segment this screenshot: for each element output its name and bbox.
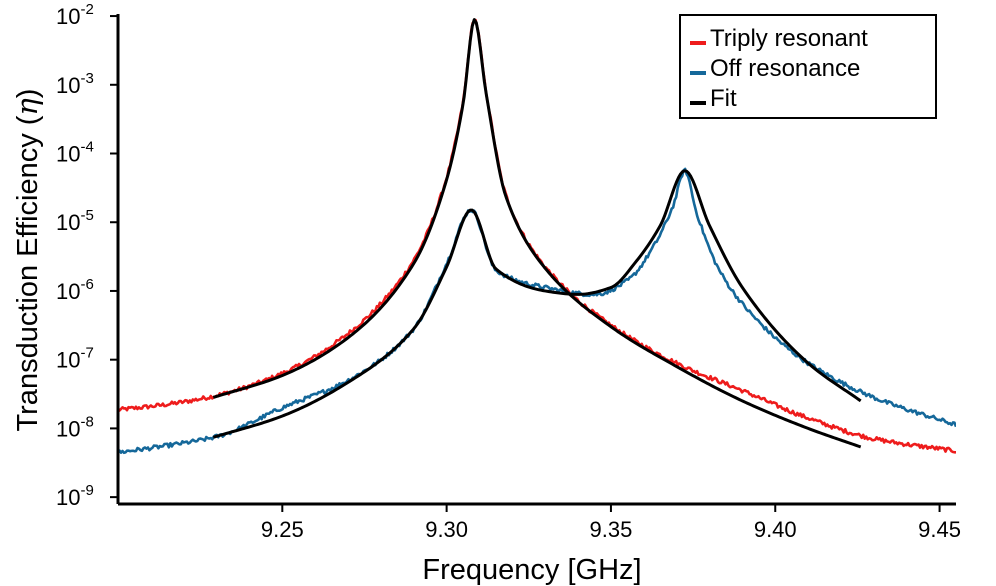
legend-label-fit: Fit [710,85,737,112]
series-layer [118,18,956,455]
legend-box [679,14,937,119]
y-tick-base: 10 [56,210,80,235]
y-tick-base: 10 [56,279,80,304]
legend-label-off-resonance: Off resonance [710,55,860,82]
x-tick-label: 9.25 [261,517,304,542]
x-tick-label: 9.40 [754,517,797,542]
y-tick-base: 10 [56,416,80,441]
y-axis-title: Transduction Efficiency (η) [10,89,44,432]
y-tick-exponent: -4 [80,139,93,156]
x-tick-label: 9.30 [425,517,468,542]
y-tick-label: 10-7 [56,345,94,373]
y-tick-label: 10-2 [56,1,94,29]
x-tick-label: 9.35 [590,517,633,542]
y-tick-exponent: -5 [80,207,93,224]
y-tick-exponent: -3 [80,70,93,87]
y-tick-exponent: -7 [80,345,93,362]
y-tick-exponent: -2 [80,1,93,18]
y-tick-base: 10 [56,485,80,510]
y-tick-base: 10 [56,142,80,167]
legend: Triply resonant Off resonance Fit [679,14,937,119]
y-ticks: 10-210-310-410-510-610-710-810-9 [56,1,118,510]
legend-entry-off-resonance: Off resonance [690,55,860,82]
y-tick-exponent: -8 [80,413,93,430]
eta-symbol: η [10,98,44,116]
y-tick-label: 10-4 [56,139,94,167]
y-axis-title-text: Transduction Efficiency ( [12,115,44,431]
y-tick-label: 10-5 [56,207,94,235]
y-tick-label: 10-8 [56,413,94,441]
y-tick-base: 10 [56,348,80,373]
y-tick-exponent: -6 [80,276,93,293]
series-line-off-resonance [118,167,956,455]
series-line-triply-resonant [118,18,956,454]
series-line-fit-off-resonance [212,169,862,439]
x-axis-title: Frequency [GHz] [422,554,641,586]
legend-entry-triply-resonant: Triply resonant [690,25,868,52]
y-tick-label: 10-6 [56,276,94,304]
y-tick-exponent: -9 [80,482,93,499]
x-tick-label: 9.45 [918,517,961,542]
y-axis-title-close: ) [12,89,44,99]
legend-label-triply-resonant: Triply resonant [710,25,868,52]
y-tick-label: 10-3 [56,70,94,98]
series-line-fit-triply-resonant [212,18,862,449]
x-ticks: 9.25 9.30 9.35 9.40 9.45 [261,504,961,542]
y-tick-base: 10 [56,4,80,29]
y-tick-base: 10 [56,73,80,98]
legend-entry-fit: Fit [690,85,737,112]
y-tick-label: 10-9 [56,482,94,510]
